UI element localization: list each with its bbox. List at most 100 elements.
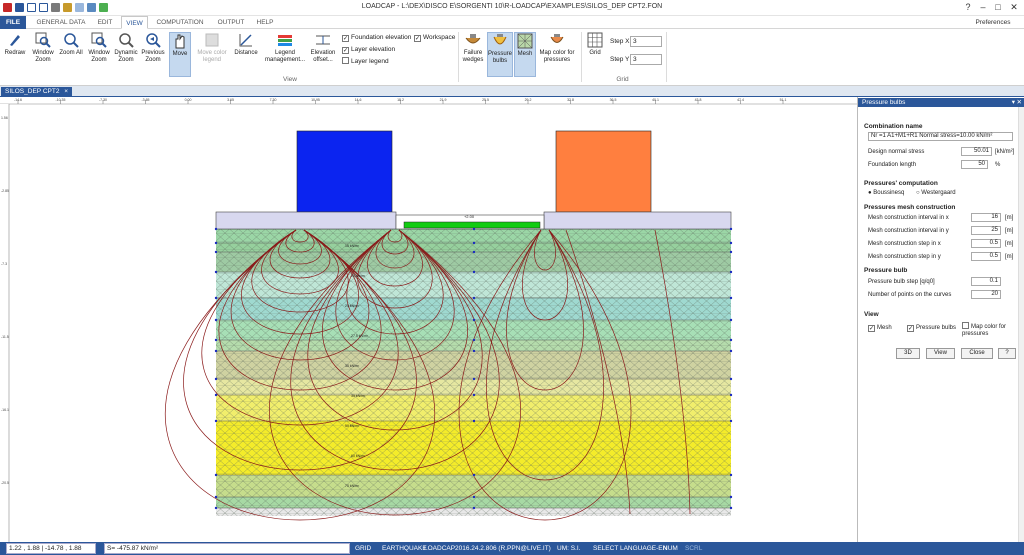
panel-close-icon[interactable]: ✕ — [1016, 99, 1022, 106]
undo-icon[interactable] — [27, 3, 36, 12]
document-tabs: SILOS_DEP CPT2 × — [0, 86, 1024, 97]
hand-icon — [175, 34, 185, 49]
pressure-bulbs-button[interactable]: Pressure bulbs — [487, 32, 513, 77]
mesh-step-x-field[interactable]: 0.5 — [971, 239, 1001, 248]
step-y-input[interactable]: 3 — [630, 54, 662, 65]
bulb-step-field[interactable]: 0.1 — [971, 277, 1001, 286]
move-button[interactable]: Move — [169, 32, 191, 77]
doc-tab-close-icon[interactable]: × — [64, 88, 69, 95]
design-stress-field[interactable]: 50.01 — [961, 147, 992, 156]
pencil-icon — [10, 35, 20, 46]
mesh-node — [729, 419, 733, 423]
menu-edit[interactable]: EDIT — [97, 19, 113, 26]
combination-select[interactable]: Nr =1 A1+M1+R1 Normal stress=10.00 kN/m² — [868, 132, 1013, 141]
minimize-icon[interactable]: – — [980, 2, 986, 12]
menu-help[interactable]: HELP — [256, 19, 274, 26]
step-x-input[interactable]: 3 — [630, 36, 662, 47]
bulb-curve — [335, 229, 455, 361]
radio-westergaard[interactable]: ○ Westergaard — [916, 190, 956, 196]
menu-output[interactable]: OUTPUT — [217, 19, 245, 26]
language-selector[interactable]: SELECT LANGUAGE-EN — [593, 545, 668, 552]
doc-tab-silos[interactable]: SILOS_DEP CPT2 × — [1, 87, 73, 97]
layer-legend-checkbox[interactable]: Layer legend — [342, 57, 389, 66]
workspace-checkbox[interactable]: ✓ Workspace — [414, 34, 456, 42]
mesh-node — [729, 377, 733, 381]
menu-file[interactable]: FILE — [0, 16, 26, 29]
window-zoom-button-2[interactable]: Window Zoom — [85, 32, 113, 77]
window-zoom-button[interactable]: Window Zoom — [29, 32, 57, 77]
mesh-node — [729, 270, 733, 274]
close-button[interactable]: Close — [961, 348, 993, 359]
failure-wedges-button[interactable]: Failure wedges — [460, 32, 486, 77]
new-icon[interactable] — [75, 3, 84, 12]
view-pressure-bulbs-checkbox[interactable]: ✓ Pressure bulbs — [907, 325, 957, 332]
move-color-legend-button[interactable]: Move color legend — [193, 32, 231, 77]
design-stress-label: Design normal stress — [868, 149, 925, 155]
mesh-node — [729, 296, 733, 300]
bulb-curve — [269, 229, 521, 516]
save-icon[interactable] — [15, 3, 24, 12]
combination-title: Combination name — [864, 123, 923, 130]
legend-management-button[interactable]: Legend management... — [263, 32, 307, 77]
bulb-curve — [285, 229, 315, 253]
previous-zoom-button[interactable]: Previous Zoom — [140, 32, 166, 77]
footing-right — [543, 211, 732, 230]
close-icon[interactable]: ✕ — [1010, 2, 1018, 12]
mesh-node — [214, 241, 218, 245]
mesh-icon — [517, 33, 533, 49]
foundation-elevation-checkbox[interactable]: ✓ Foundation elevation — [342, 34, 412, 42]
mesh-node — [729, 495, 733, 499]
export-icon[interactable] — [87, 3, 96, 12]
preferences-link[interactable]: Preferences — [975, 19, 1011, 26]
drawing-canvas[interactable]: -14.6 -10.35 -7.30 -3.65 0.00 3.65 7.30 10.95 14… — [0, 97, 857, 542]
map-color-button[interactable]: Map color for pressures — [537, 32, 577, 77]
run-icon[interactable] — [99, 3, 108, 12]
radio-boussinesq[interactable]: ● Boussinesq — [868, 190, 905, 196]
menu-view[interactable]: VIEW — [121, 16, 148, 29]
menu-general-data[interactable]: GENERAL DATA — [36, 19, 86, 26]
ruler-tick-label: -3.65 — [142, 98, 150, 102]
3d-button[interactable]: 3D — [896, 348, 920, 359]
menu-computation[interactable]: COMPUTATION — [156, 19, 204, 26]
maximize-icon[interactable]: □ — [995, 2, 1001, 12]
grid-button[interactable]: Grid — [584, 32, 606, 77]
app-version: 2016.24.2.806 (R.PPN@LIVE.IT) — [455, 545, 551, 552]
mesh-node — [472, 227, 476, 231]
zoom-all-button[interactable]: Zoom All — [58, 32, 84, 77]
foundation-left — [296, 130, 393, 213]
mesh-interval-y-label: Mesh construction interval in y — [868, 228, 949, 234]
panel-pin-icon[interactable]: ▾ — [1011, 99, 1015, 106]
bulb-points-field[interactable]: 20 — [971, 290, 1001, 299]
mesh-step-y-field[interactable]: 0.5 — [971, 252, 1001, 261]
print-icon[interactable] — [51, 3, 60, 12]
pressure-bulb-curves — [165, 229, 691, 521]
mesh-interval-x-field[interactable]: 16 — [971, 213, 1001, 222]
bulb-label: 35 kN/m² — [351, 394, 366, 398]
bulb-curve — [346, 229, 444, 335]
mesh-construction-title: Pressures mesh construction — [864, 204, 956, 211]
view-map-color-checkbox[interactable]: Map color for pressures — [962, 322, 1007, 337]
window-zoom-icon — [35, 32, 51, 48]
redo-icon[interactable] — [39, 3, 48, 12]
distance-button[interactable]: Distance — [233, 32, 259, 77]
mesh-button[interactable]: Mesh — [514, 32, 536, 77]
ribbon: Redraw Window Zoom Zoom All Window Zoom … — [0, 29, 1024, 86]
pressure-bulbs-icon — [493, 34, 507, 45]
help-button[interactable]: ? — [998, 348, 1016, 359]
view-mesh-checkbox[interactable]: ✓ Mesh — [868, 325, 892, 332]
redraw-button[interactable]: Redraw — [2, 32, 28, 77]
layer-elevation-checkbox[interactable]: ✓ Layer elevation — [342, 46, 396, 54]
mesh-interval-y-field[interactable]: 25 — [971, 226, 1001, 235]
mesh-node — [214, 377, 218, 381]
open-icon[interactable] — [63, 3, 72, 12]
panel-scrollbar[interactable] — [1018, 107, 1024, 542]
view-button[interactable]: View — [926, 348, 955, 359]
pressures-computation-title: Pressures' computation — [864, 180, 938, 187]
pressure-bulb-labels: 15 kN/m² 20 kN/m² 25 kN/m² 27.5 kN/m² 30 kN/… — [345, 244, 369, 488]
help-icon[interactable]: ? — [965, 2, 971, 12]
elevation-offset-button[interactable]: Elevation offset... — [308, 32, 338, 77]
dynamic-zoom-button[interactable]: Dynamic Zoom — [113, 32, 139, 77]
foundation-length-field[interactable]: 50 — [961, 160, 988, 169]
ruler-tick-label: -10.35 — [56, 98, 66, 102]
grid-indicator[interactable]: GRID — [355, 545, 372, 552]
